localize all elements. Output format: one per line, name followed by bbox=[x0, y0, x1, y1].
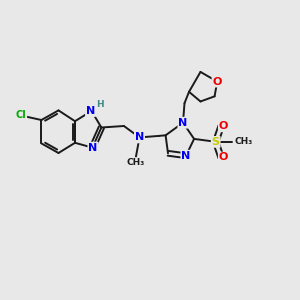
Text: O: O bbox=[212, 76, 222, 87]
Text: O: O bbox=[219, 152, 228, 163]
Text: N: N bbox=[88, 142, 98, 153]
Text: N: N bbox=[182, 151, 190, 161]
Text: N: N bbox=[178, 118, 188, 128]
Text: CH₃: CH₃ bbox=[235, 137, 253, 146]
Text: N: N bbox=[86, 106, 95, 116]
Text: O: O bbox=[219, 121, 228, 131]
Text: S: S bbox=[212, 137, 220, 147]
Text: H: H bbox=[96, 100, 104, 109]
Text: Cl: Cl bbox=[16, 110, 26, 121]
Text: N: N bbox=[135, 132, 144, 142]
Text: CH₃: CH₃ bbox=[127, 158, 145, 167]
